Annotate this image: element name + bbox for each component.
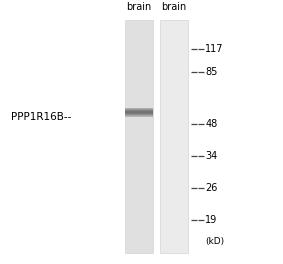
- Text: 48: 48: [205, 119, 217, 129]
- Text: brain: brain: [161, 2, 187, 12]
- Text: 34: 34: [205, 152, 217, 162]
- Bar: [160, 20, 188, 253]
- Text: 85: 85: [205, 67, 218, 77]
- Text: 26: 26: [205, 183, 218, 193]
- Text: 19: 19: [205, 215, 217, 225]
- Text: 117: 117: [205, 44, 224, 54]
- Bar: [125, 20, 153, 253]
- Text: PPP1R16B--: PPP1R16B--: [11, 112, 72, 122]
- Text: (kD): (kD): [205, 237, 224, 246]
- Text: brain: brain: [126, 2, 151, 12]
